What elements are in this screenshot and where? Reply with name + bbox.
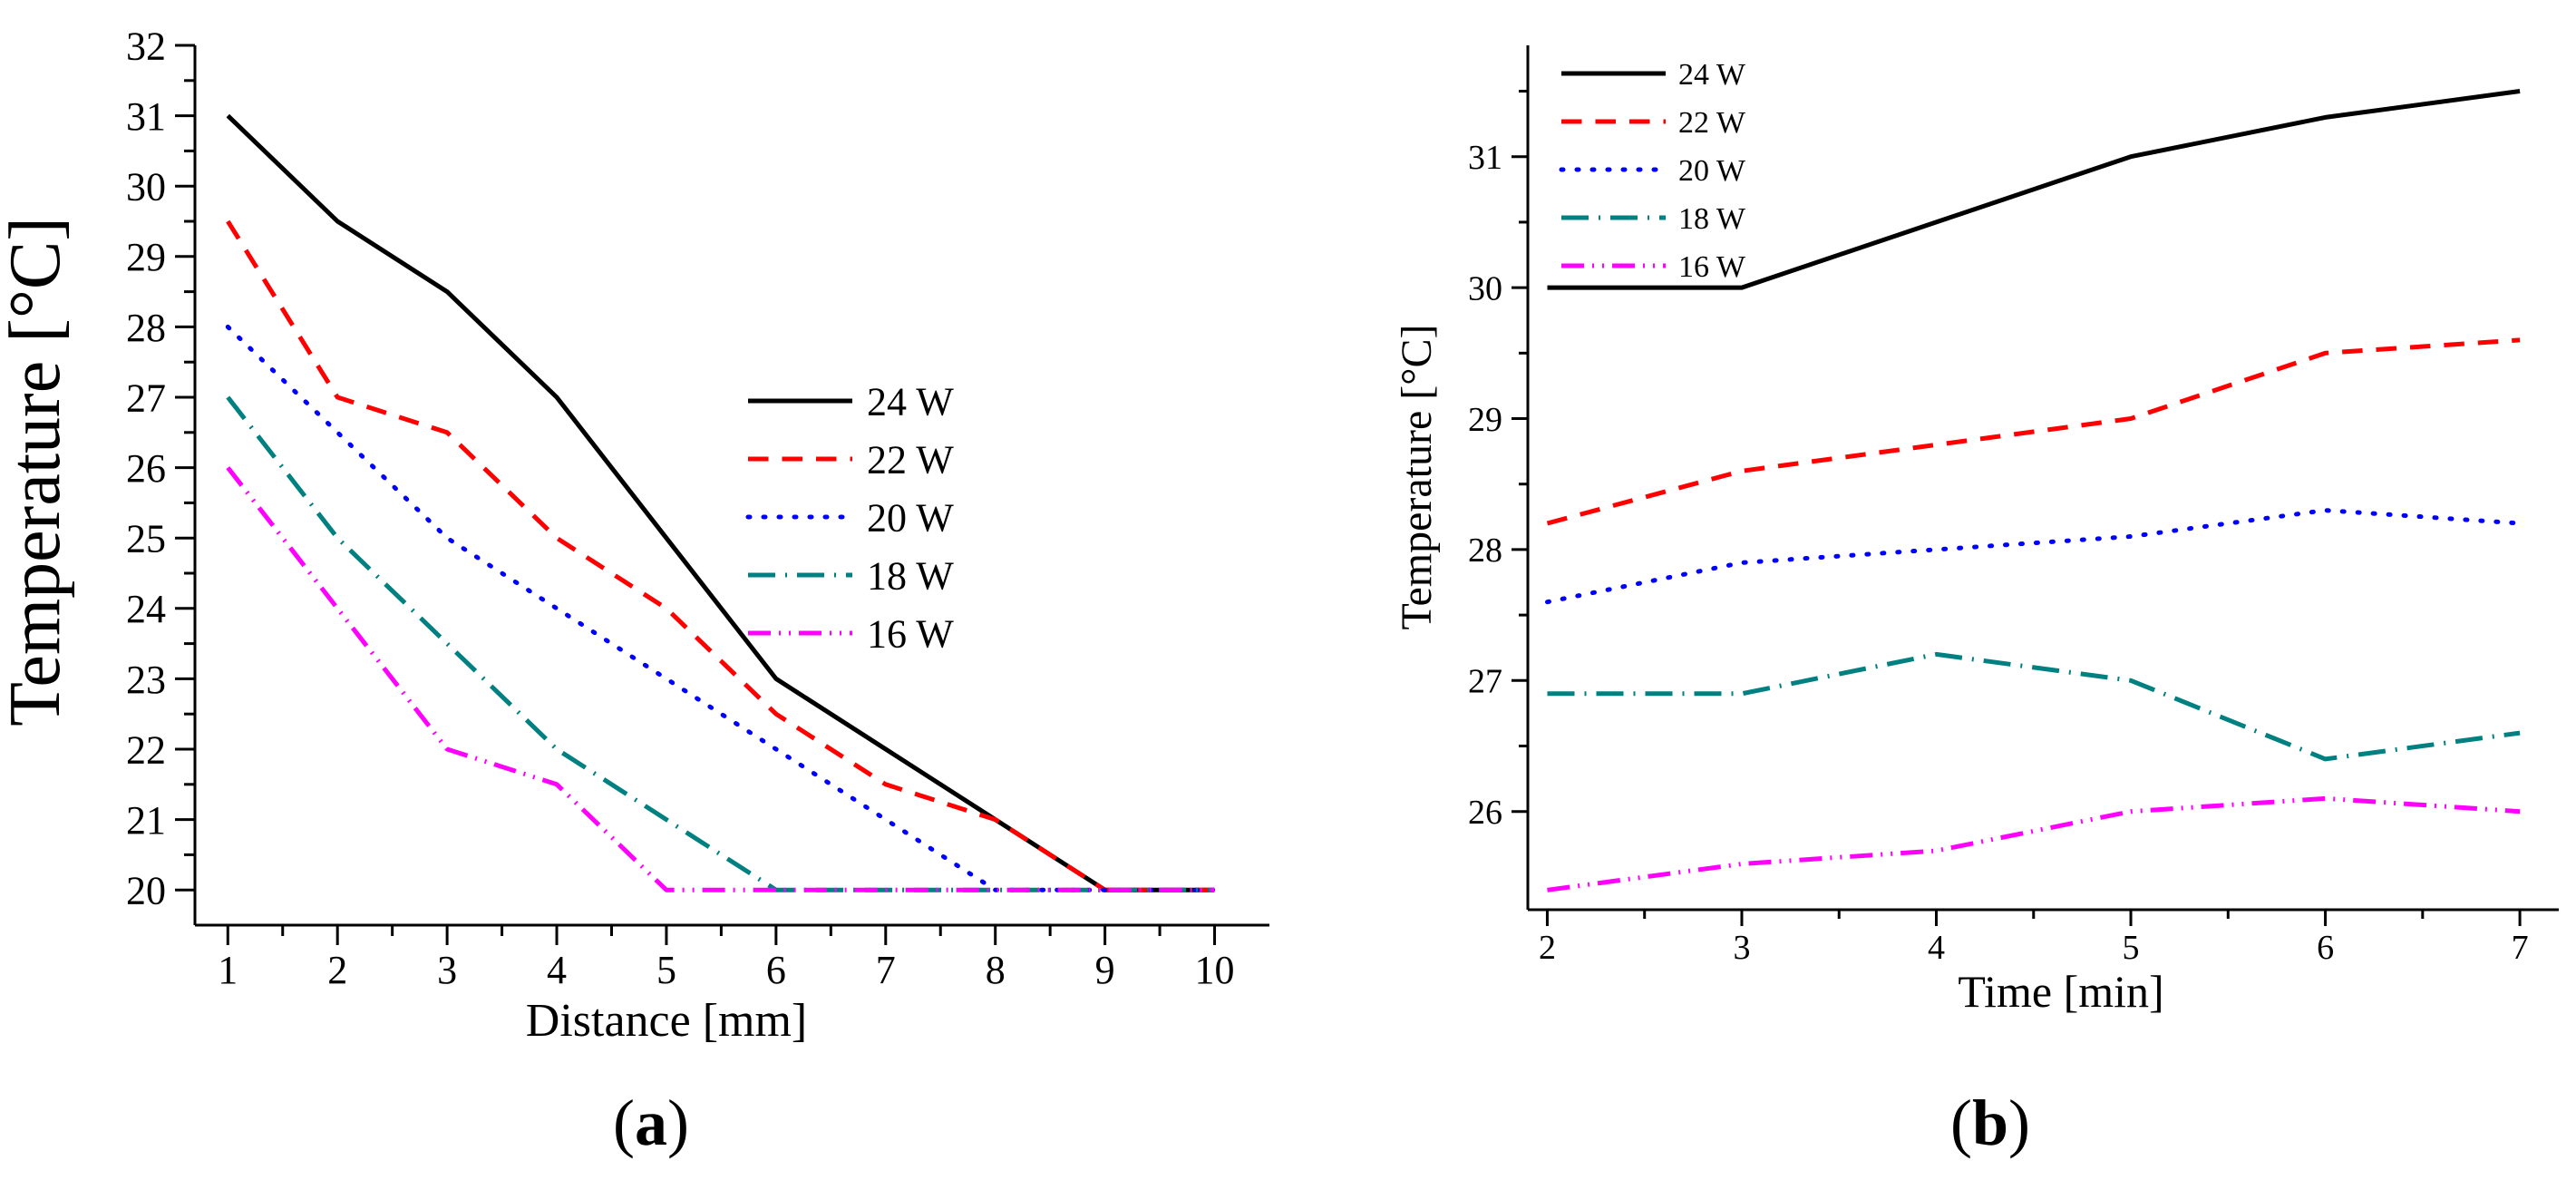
y-tick-label: 31 (1468, 139, 1502, 177)
y-tick-label: 28 (126, 306, 166, 350)
y-axis-title: Temperature [°C] (0, 217, 75, 727)
legend: 24 W 22 W 20 W 18 W 16 W (745, 379, 954, 656)
y-tick-label: 30 (1468, 269, 1502, 307)
y-tick-label: 22 (126, 727, 166, 772)
x-tick-label: 7 (876, 948, 896, 992)
x-tick-label: 6 (766, 948, 786, 992)
series-line-18-w (226, 395, 1215, 892)
y-tick-label: 27 (1468, 663, 1502, 701)
y-tick-label: 32 (126, 24, 166, 68)
x-tick-label: 9 (1095, 948, 1115, 992)
x-tick-label: 2 (327, 948, 347, 992)
y-tick-label: 26 (126, 446, 166, 491)
series-line-22-w (226, 219, 1215, 892)
x-tick-label: 5 (656, 948, 676, 992)
y-tick-label: 28 (1468, 531, 1502, 570)
legend-label-20-w: 20 W (1678, 154, 1746, 188)
x-tick-label: 1 (218, 948, 238, 992)
series-line-16-w (226, 466, 1215, 892)
panel-label-letter: a (635, 1087, 667, 1159)
x-axis-title: Time [min] (1958, 966, 2163, 1017)
panel-label: (b) (1950, 1087, 2030, 1159)
x-tick-label: 3 (1733, 929, 1750, 967)
legend-label-18-w: 18 W (1678, 202, 1746, 236)
y-tick-label: 29 (1468, 401, 1502, 439)
series-line-20-w (1545, 508, 2523, 605)
x-tick-label: 5 (2123, 929, 2140, 967)
legend-label-16-w: 16 W (867, 611, 954, 656)
panel-label-open: ( (613, 1087, 635, 1159)
x-tick-label: 4 (1928, 929, 1945, 967)
series-line-20-w (225, 324, 1217, 892)
panel-label-open: ( (1950, 1087, 1972, 1159)
y-tick-label: 30 (126, 165, 166, 210)
y-tick-label: 23 (126, 658, 166, 702)
y-tick-label: 24 (126, 587, 166, 631)
panel-label-letter: b (1972, 1087, 2008, 1159)
series-line-24-w (226, 113, 1215, 892)
legend-label-22-w: 22 W (1678, 106, 1746, 140)
x-tick-label: 8 (986, 948, 1006, 992)
y-tick-label: 27 (126, 375, 166, 420)
chart-panel-b: 26 27 28 29 30 31 2 3 4 5 6 7 Temperature [°C] Time [… (1393, 45, 2559, 1159)
legend-label-20-w: 20 W (867, 495, 954, 540)
y-axis-title: Temperature [°C] (1393, 324, 1441, 629)
panel-label-close: ) (667, 1087, 689, 1159)
x-tick-label: 6 (2317, 929, 2334, 967)
y-tick-label: 29 (126, 235, 166, 279)
x-tick-label: 2 (1539, 929, 1556, 967)
legend-label-22-w: 22 W (867, 437, 954, 482)
series-line-16-w (1547, 795, 2521, 892)
legend-label-24-w: 24 W (867, 379, 954, 424)
legend-label-24-w: 24 W (1678, 58, 1746, 92)
series-line-24-w (1547, 89, 2521, 290)
y-tick-label: 31 (126, 94, 166, 139)
legend-label-18-w: 18 W (867, 553, 954, 598)
series-line-22-w (1546, 337, 2521, 526)
x-tick-label: 10 (1195, 948, 1235, 992)
panel-label: (a) (613, 1087, 689, 1159)
x-tick-label: 3 (437, 948, 457, 992)
y-tick-label: 20 (126, 869, 166, 913)
x-tick-label: 4 (547, 948, 567, 992)
y-tick-label: 21 (126, 798, 166, 843)
series-line-18-w (1547, 651, 2521, 762)
x-axis-title: Distance [mm] (526, 995, 807, 1047)
legend: 24 W 22 W 20 W 18 W 16 W (1559, 58, 1746, 284)
y-tick-label: 26 (1468, 794, 1502, 832)
legend-label-16-w: 16 W (1678, 250, 1746, 284)
panel-label-close: ) (2008, 1087, 2030, 1159)
x-tick-label: 7 (2512, 929, 2529, 967)
y-tick-label: 25 (126, 517, 166, 561)
